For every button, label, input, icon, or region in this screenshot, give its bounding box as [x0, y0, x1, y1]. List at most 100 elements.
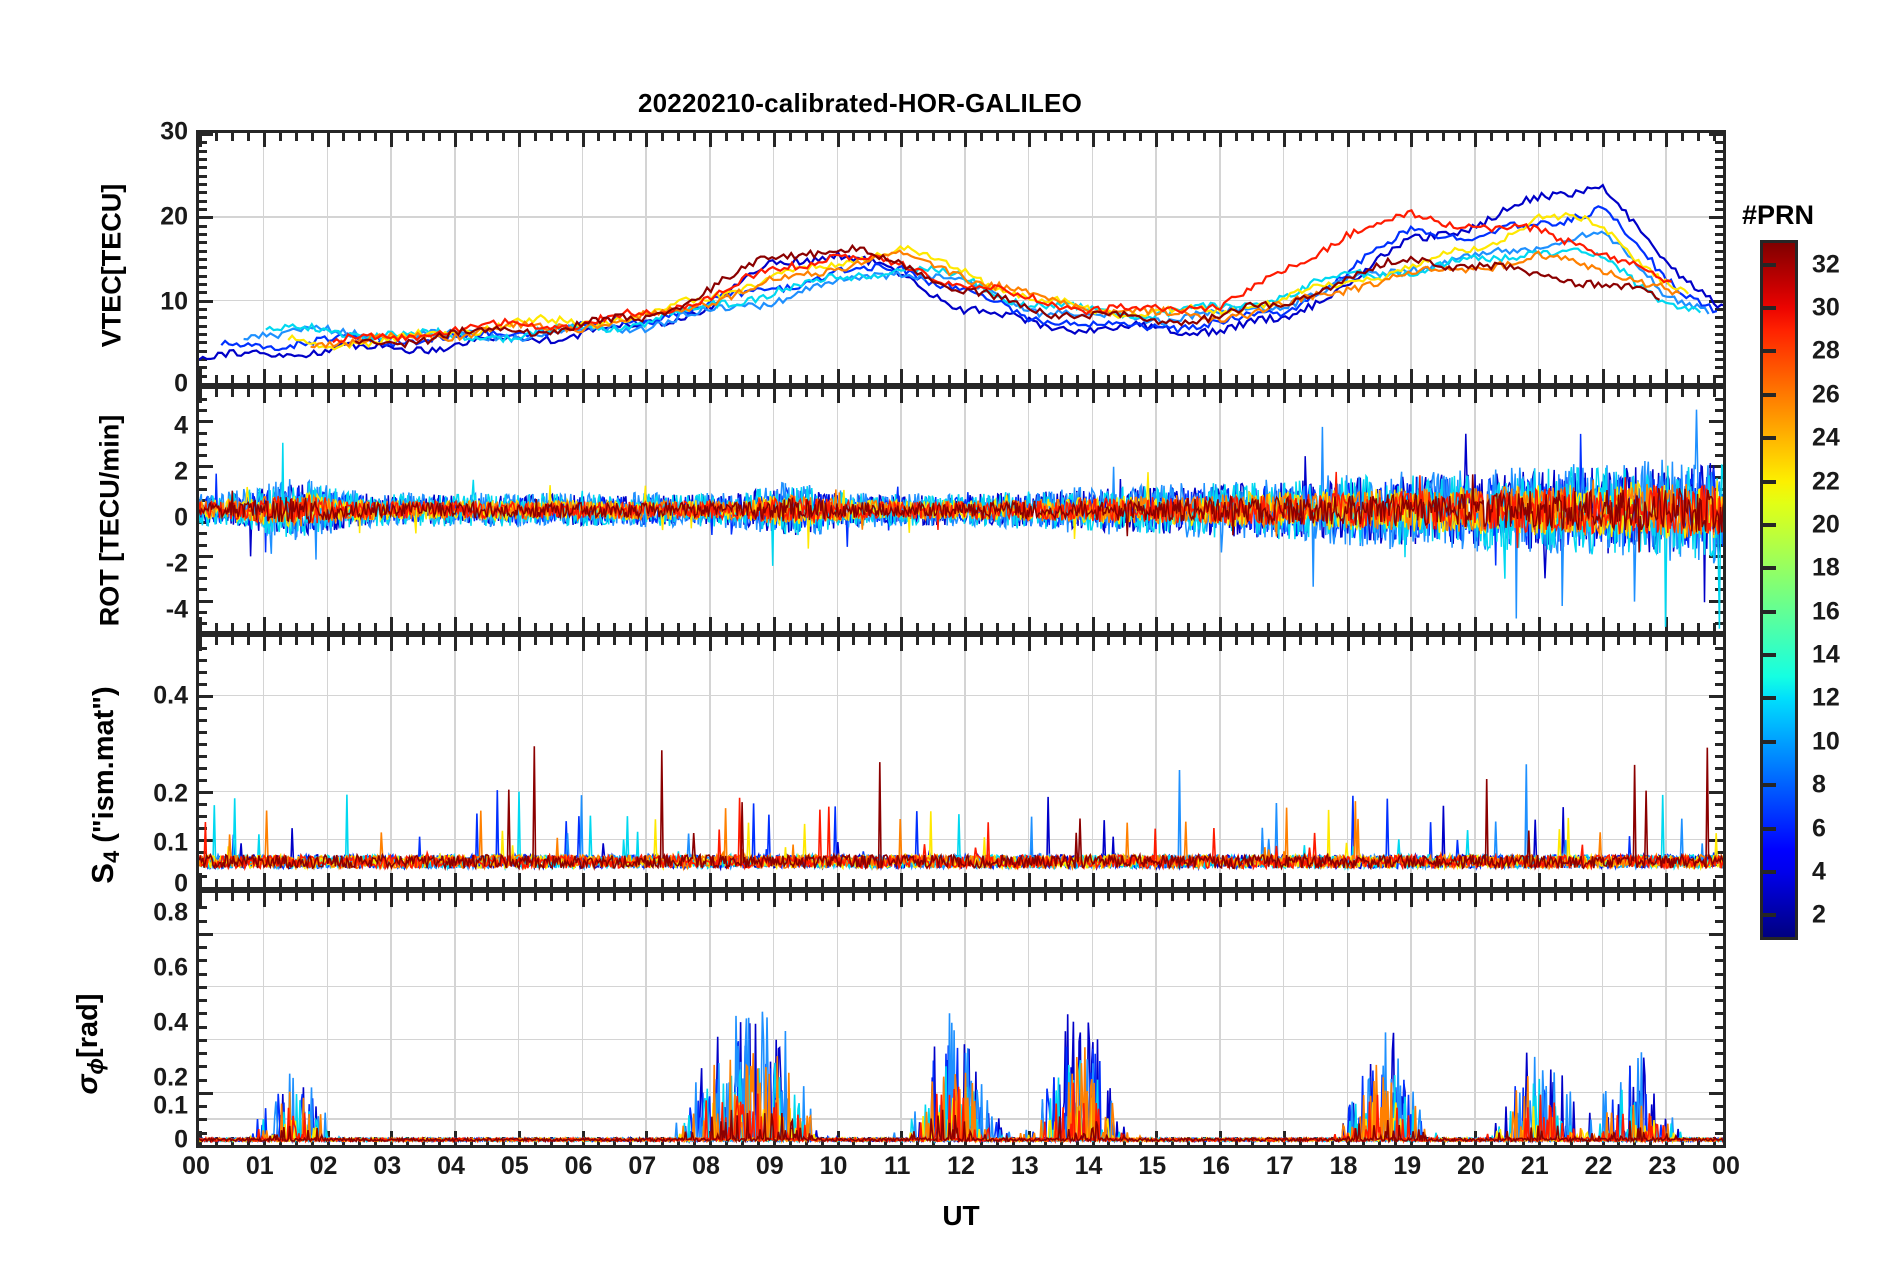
- axis-tick: [1298, 637, 1302, 645]
- axis-tick: [469, 623, 473, 631]
- axis-tick: [1266, 375, 1270, 383]
- axis-tick: [199, 670, 207, 674]
- axis-tick: [278, 637, 282, 645]
- axis-tick: [406, 637, 410, 645]
- axis-tick: [916, 879, 920, 887]
- axis-tick: [1378, 637, 1382, 645]
- colorbar-tick-mark: [1763, 739, 1776, 744]
- axis-tick: [485, 879, 489, 887]
- axis-tick: [1715, 946, 1723, 950]
- axis-tick: [1569, 375, 1573, 383]
- axis-tick: [613, 879, 617, 887]
- axis-tick: [979, 637, 983, 645]
- axis-tick: [1314, 623, 1318, 631]
- axis-tick: [1537, 617, 1541, 631]
- axis-tick: [1715, 718, 1723, 722]
- axis-tick: [613, 375, 617, 383]
- axis-tick: [677, 133, 681, 141]
- axis-tick: [1681, 893, 1685, 901]
- axis-tick: [1123, 637, 1127, 645]
- axis-tick: [485, 637, 489, 645]
- axis-tick: [199, 266, 207, 270]
- axis-tick: [932, 375, 936, 383]
- axis-tick: [1569, 879, 1573, 887]
- axis-tick: [1266, 623, 1270, 631]
- axis-tick: [995, 133, 999, 141]
- axis-tick: [964, 637, 967, 651]
- axis-tick: [629, 879, 633, 887]
- axis-tick: [1250, 637, 1254, 645]
- xtick-12-12: 12: [947, 1152, 975, 1180]
- axis-tick: [677, 893, 681, 901]
- axis-tick: [581, 873, 585, 887]
- axis-tick: [342, 637, 346, 645]
- gridline-vertical: [1091, 133, 1093, 383]
- axis-tick: [1715, 742, 1723, 746]
- axis-tick: [1346, 637, 1350, 651]
- axis-tick: [1715, 646, 1723, 650]
- axis-tick: [1442, 623, 1446, 631]
- axis-tick: [1123, 133, 1127, 141]
- axis-tick: [964, 617, 967, 631]
- gridline-vertical: [581, 893, 583, 1145]
- axis-tick: [1059, 879, 1063, 887]
- axis-tick: [1075, 623, 1079, 631]
- gridline-vertical: [517, 389, 520, 631]
- axis-tick: [1059, 375, 1063, 383]
- axis-tick: [1585, 623, 1589, 631]
- panel-s4[interactable]: [196, 634, 1726, 890]
- axis-tick: [1059, 133, 1063, 141]
- axis-tick: [1697, 879, 1701, 887]
- axis-tick: [1715, 1118, 1723, 1122]
- axis-tick: [1715, 1078, 1723, 1082]
- axis-tick: [1250, 893, 1254, 901]
- axis-tick: [1521, 133, 1525, 141]
- axis-tick: [964, 873, 967, 887]
- axis-tick: [1043, 879, 1047, 887]
- panel-rot[interactable]: [196, 386, 1726, 634]
- gridline-vertical: [454, 893, 456, 1145]
- axis-tick: [199, 308, 207, 311]
- axis-tick: [1553, 375, 1557, 383]
- axis-tick: [1043, 133, 1047, 141]
- axis-tick: [1123, 375, 1127, 383]
- axis-tick: [1715, 249, 1723, 253]
- xtick-10-10: 10: [819, 1152, 848, 1180]
- gridline-vertical: [645, 893, 647, 1145]
- panel-sigma-phi[interactable]: [196, 890, 1726, 1148]
- axis-tick: [438, 375, 442, 383]
- gridline-vertical: [454, 133, 456, 383]
- axis-tick: [1709, 420, 1723, 424]
- axis-tick: [1521, 893, 1525, 901]
- colorbar-tick-30: 30: [1812, 293, 1840, 322]
- axis-tick: [294, 893, 298, 901]
- axis-tick: [1059, 893, 1063, 901]
- colorbar[interactable]: [1760, 240, 1798, 940]
- axis-tick: [661, 893, 665, 901]
- gridline-vertical: [390, 637, 392, 887]
- axis-tick: [1715, 358, 1723, 361]
- gridline-vertical: [517, 893, 520, 1145]
- axis-tick: [597, 389, 601, 397]
- axis-tick: [1715, 706, 1723, 710]
- axis-tick: [740, 133, 744, 141]
- axis-tick: [1715, 826, 1723, 830]
- axis-tick: [310, 637, 314, 645]
- axis-tick: [230, 375, 234, 383]
- axis-tick: [1709, 790, 1723, 794]
- axis-tick: [199, 291, 207, 295]
- axis-tick: [1378, 893, 1382, 901]
- axis-tick: [501, 133, 505, 141]
- axis-tick: [390, 617, 394, 631]
- axis-tick: [645, 873, 649, 887]
- axis-tick: [1011, 879, 1015, 887]
- axis-tick: [1346, 617, 1350, 631]
- axis-tick: [1091, 617, 1095, 631]
- axis-tick: [246, 389, 250, 397]
- axis-tick: [294, 375, 298, 383]
- colorbar-tick-mark: [1763, 349, 1776, 354]
- panel-vtec[interactable]: [196, 130, 1726, 386]
- axis-tick: [1715, 972, 1723, 976]
- axis-tick: [1709, 1091, 1723, 1095]
- axis-tick: [1410, 133, 1414, 147]
